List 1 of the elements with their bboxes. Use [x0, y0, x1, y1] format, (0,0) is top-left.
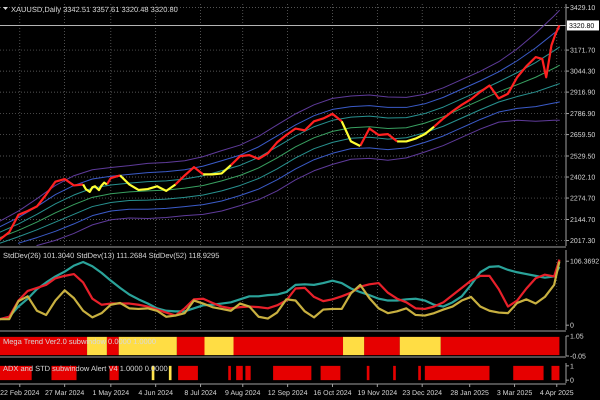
line-series: [36, 120, 560, 246]
